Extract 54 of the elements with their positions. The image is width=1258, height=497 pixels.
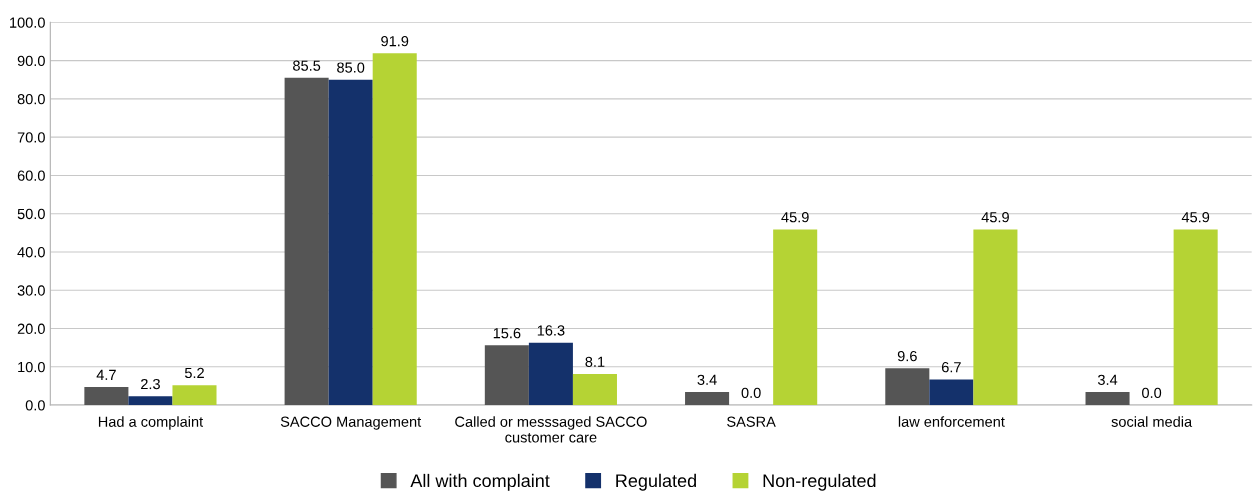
data-label: 0.0 (1142, 387, 1162, 399)
y-tick-label: 70.0 (17, 132, 45, 143)
bar (484, 345, 529, 406)
data-label: 45.9 (981, 212, 1009, 223)
bar (1085, 392, 1130, 406)
data-label: 9.6 (897, 350, 917, 362)
data-label: 5.2 (184, 367, 204, 379)
bar (528, 342, 573, 406)
data-label: 85.5 (293, 60, 321, 71)
data-label: 6.7 (941, 362, 961, 373)
data-label: 45.9 (781, 212, 809, 223)
bar (572, 374, 617, 406)
data-label: 3.4 (1097, 374, 1118, 385)
legend-label: All with complaint (410, 473, 550, 491)
bar (84, 387, 129, 406)
legend-label: Regulated (616, 473, 696, 491)
x-tick-label: SACCO Management (280, 416, 422, 430)
data-label: 0.0 (741, 387, 761, 399)
bar (372, 53, 417, 406)
y-tick-label: 40.0 (17, 247, 45, 258)
y-tick-label: 20.0 (17, 323, 45, 334)
data-label: 8.1 (585, 356, 605, 368)
data-label: 15.6 (493, 327, 521, 339)
y-tick-label: 10.0 (18, 361, 45, 373)
y-tick-label: 80.0 (17, 94, 45, 105)
y-tick-label: 30.0 (17, 285, 45, 296)
data-label: 3.4 (697, 374, 717, 385)
y-tick-label: 100.0 (10, 17, 45, 28)
bar (973, 229, 1018, 406)
y-tick-label: 90.0 (17, 55, 45, 67)
y-tick-label: 60.0 (17, 170, 45, 181)
data-label: 4.7 (96, 369, 116, 380)
bar (128, 396, 173, 406)
y-tick-label: 0.0 (25, 400, 45, 411)
bar (885, 368, 930, 406)
bar (773, 229, 818, 406)
y-tick-label: 50.0 (17, 208, 45, 220)
bar (1173, 229, 1218, 406)
bar (685, 392, 730, 406)
data-label: 2.3 (141, 378, 160, 390)
data-label: 45.9 (1181, 212, 1210, 223)
data-label: 85.0 (337, 62, 365, 73)
data-label: 16.3 (537, 325, 565, 336)
x-tick-label: Had a complaint (98, 416, 204, 430)
x-tick-label: Called or messsaged SACCO customer care (455, 416, 647, 443)
x-tick-label: law enforcement (898, 416, 1005, 427)
bar (929, 379, 974, 406)
legend-label: Non-regulated (763, 473, 876, 491)
bar (328, 79, 373, 406)
x-tick-label: social media (1111, 416, 1193, 427)
data-label: 91.9 (381, 35, 409, 47)
x-tick-label: SASRA (727, 416, 776, 427)
bar (284, 77, 329, 406)
bar (172, 385, 217, 406)
